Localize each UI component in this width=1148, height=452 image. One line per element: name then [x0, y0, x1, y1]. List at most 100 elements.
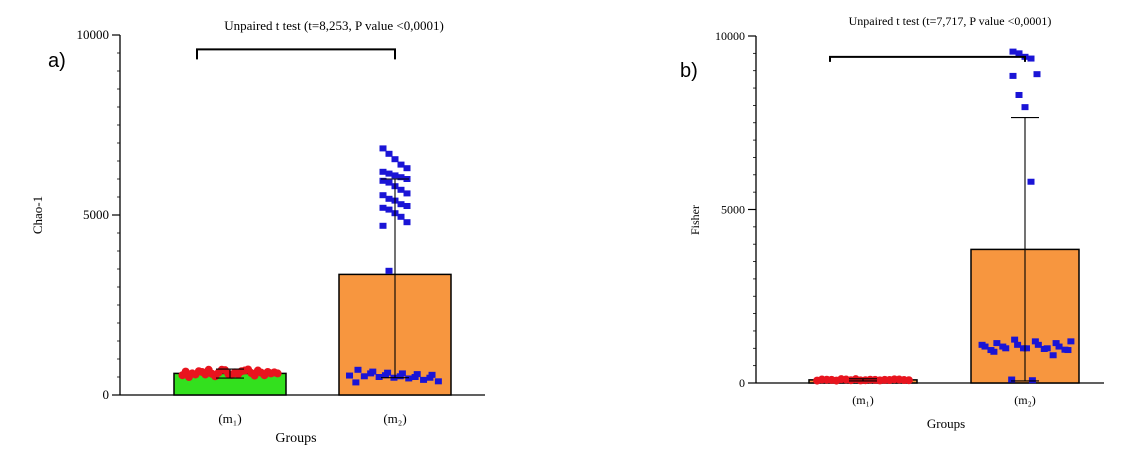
chart-a-data-point — [267, 369, 276, 378]
chart-b-data-point — [1028, 377, 1036, 384]
chart-b-data-point — [842, 375, 851, 384]
chart-a-data-point — [260, 371, 269, 380]
chart-b-data-point — [1033, 71, 1041, 78]
chart-b-data-point — [1020, 345, 1028, 352]
chart-a-data-point — [397, 161, 405, 168]
chart-b-data-point — [1015, 50, 1023, 57]
chart-a-ylabel: Chao-1 — [30, 196, 45, 234]
chart-b-data-point — [1021, 104, 1029, 111]
chart-b-data-point — [875, 376, 884, 385]
chart-b-data-point — [993, 340, 1001, 347]
chart-b-data-point — [1027, 178, 1035, 185]
chart-a-data-point — [379, 168, 387, 175]
chart-b-panel-label: b) — [680, 60, 698, 82]
chart-b-data-point — [1031, 338, 1039, 345]
chart-a-data-point — [367, 370, 375, 377]
chart-a-data-point — [379, 204, 387, 211]
chart-a-panel-label: a) — [48, 50, 66, 72]
chart-b-data-point — [987, 347, 995, 354]
chart-b-data-point — [1034, 341, 1042, 348]
chart-a-data-point — [403, 190, 411, 197]
chart-panel-a: a) Unpaired t test (t=8,253, P value <0,… — [30, 18, 485, 446]
chart-a-title: Unpaired t test (t=8,253, P value <0,000… — [224, 18, 444, 33]
chart-a-data-point — [207, 369, 216, 378]
chart-a-data-point — [385, 267, 393, 274]
chart-b-x-tick-label: (m₁) — [852, 393, 874, 407]
chart-a-x-tick-label: (m₂) — [383, 411, 406, 426]
chart-a-data-point — [391, 156, 399, 163]
chart-a-data-point — [244, 365, 253, 374]
chart-a-data-point — [385, 195, 393, 202]
chart-a-data-point — [385, 150, 393, 157]
chart-b-data-point — [1009, 72, 1017, 79]
chart-a-x-tick-label: (m₁) — [218, 411, 241, 426]
chart-a-data-point — [397, 201, 405, 208]
chart-a-data-point — [253, 366, 262, 375]
chart-a-data-point — [385, 170, 393, 177]
chart-b-y-tick-label: 5000 — [721, 203, 745, 217]
chart-b-x-tick-label: (m₂) — [1014, 393, 1036, 407]
chart-a-data-point — [385, 206, 393, 213]
chart-a-data-point — [221, 366, 230, 375]
chart-b-significance-bracket — [829, 55, 1026, 62]
chart-a-data-point — [184, 373, 193, 381]
chart-b-title: Unpaired t test (t=7,717, P value <0,000… — [849, 14, 1052, 28]
chart-a-y-tick-label: 10000 — [77, 27, 110, 42]
chart-b-y-tick-label: 0 — [739, 376, 745, 390]
chart-b-data-point — [1061, 346, 1069, 353]
chart-a-data-point — [403, 203, 411, 209]
chart-a-data-point — [434, 378, 442, 385]
chart-a-data-point — [405, 375, 413, 382]
chart-a-data-point — [375, 374, 383, 380]
chart-panel-b: b) Unpaired t test (t=7,717, P value <0,… — [680, 14, 1104, 431]
chart-b-data-point — [1040, 345, 1048, 352]
chart-b-data-point — [1009, 48, 1017, 55]
chart-a-data-point — [352, 379, 360, 386]
chart-a-data-point — [214, 368, 223, 377]
chart-b-data-point — [1014, 341, 1022, 348]
chart-a-data-point — [346, 372, 354, 379]
chart-a-plot-area: 0 5000 10000 (m₁) (m₂) — [77, 27, 485, 426]
chart-b-data-point — [1052, 340, 1060, 347]
chart-b-data-point — [904, 376, 913, 385]
chart-a-y-tick-label: 0 — [103, 387, 110, 402]
chart-a-data-point — [385, 179, 393, 186]
chart-a-data-point — [411, 374, 419, 380]
chart-b-ylabel: Fisher — [688, 205, 702, 235]
chart-b-data-point — [978, 341, 986, 348]
chart-a-data-point — [397, 213, 405, 220]
chart-a-xlabel: Groups — [275, 431, 316, 446]
chart-b-data-point — [1011, 336, 1019, 343]
chart-a-data-point — [379, 145, 387, 152]
chart-b-data-point — [999, 343, 1007, 350]
chart-a-data-point — [379, 192, 387, 199]
chart-a-data-point — [397, 186, 405, 193]
chart-a-data-point — [379, 177, 387, 184]
chart-b-data-point — [1055, 343, 1063, 350]
chart-a-data-point — [420, 376, 428, 383]
chart-b-data-point — [1008, 376, 1016, 383]
chart-a-data-point — [191, 370, 200, 379]
chart-b-data-point — [1049, 352, 1057, 359]
chart-b-plot-area: 0 5000 10000 (m₁) (m₂) — [715, 29, 1104, 407]
chart-a-data-point — [396, 373, 404, 380]
chart-a-data-point — [379, 222, 387, 229]
chart-a-data-point — [354, 366, 362, 373]
chart-a-data-point — [403, 165, 411, 172]
chart-a-y-tick-label: 5000 — [83, 207, 109, 222]
chart-a-data-point — [230, 368, 239, 377]
chart-b-data-point — [1015, 91, 1023, 98]
chart-a-data-point — [403, 219, 411, 226]
chart-a-data-point — [397, 174, 405, 181]
chart-a-data-point — [391, 172, 399, 179]
chart-a-significance-bracket — [196, 48, 396, 60]
chart-a-data-point — [273, 369, 282, 378]
chart-a-data-point — [198, 367, 207, 376]
chart-b-xlabel: Groups — [927, 416, 965, 431]
chart-a-data-point — [426, 374, 434, 381]
chart-b-y-tick-label: 10000 — [715, 29, 745, 43]
chart-a-data-point — [381, 372, 389, 379]
chart-a-data-point — [360, 373, 368, 380]
chart-b-data-point — [1067, 338, 1075, 345]
chart-b-data-point — [1027, 55, 1035, 62]
